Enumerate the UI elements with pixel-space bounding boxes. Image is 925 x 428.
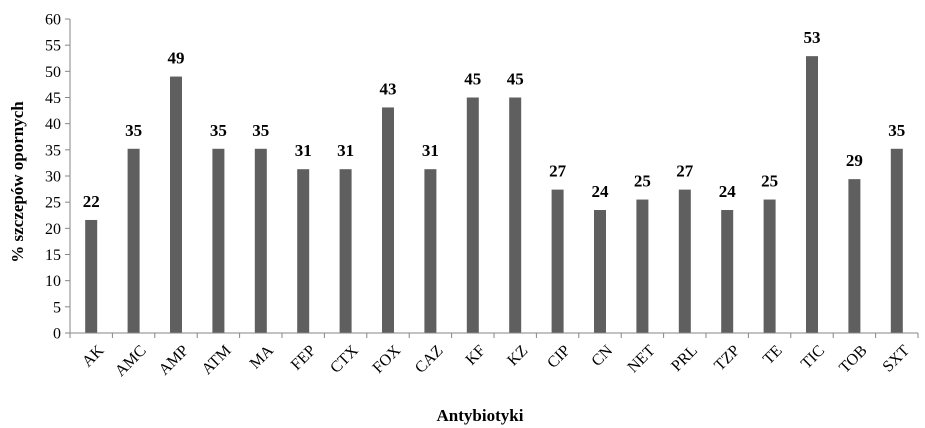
y-tick-label: 50 bbox=[45, 64, 61, 81]
x-tick-label-kf: KF bbox=[463, 342, 490, 369]
y-tick-label: 0 bbox=[53, 326, 61, 343]
y-tick-label: 60 bbox=[45, 12, 61, 29]
x-tick-label-kz: KZ bbox=[504, 342, 531, 369]
data-label-amp: 49 bbox=[168, 49, 185, 68]
data-label-fox: 43 bbox=[380, 79, 397, 98]
bar-ma bbox=[254, 148, 267, 333]
x-tick-label-atm: ATM bbox=[199, 342, 235, 378]
data-label-prl: 27 bbox=[676, 162, 694, 181]
bar-tic bbox=[806, 56, 818, 333]
bar-prl bbox=[678, 189, 691, 333]
x-tick-label-fox: FOX bbox=[370, 342, 405, 377]
data-label-caz: 31 bbox=[422, 141, 439, 160]
x-tick-label-ma: MA bbox=[247, 342, 278, 373]
data-label-ma: 35 bbox=[252, 121, 269, 140]
bar-net bbox=[636, 199, 649, 333]
x-axis: AK AMC AMP ATM MA FEP CTX FOX CAZ KF KZ CIP CN NET PRL… bbox=[69, 332, 919, 380]
y-axis-title: % szczepów opornych bbox=[8, 101, 27, 263]
data-label-atm: 35 bbox=[210, 121, 227, 140]
x-tick-label-tic: TIC bbox=[798, 342, 828, 372]
y-tick-label: 35 bbox=[45, 142, 61, 159]
x-tick-label-cip: CIP bbox=[544, 342, 574, 372]
data-label-fep: 31 bbox=[295, 141, 312, 160]
data-label-net: 25 bbox=[634, 172, 651, 191]
bar-fox bbox=[382, 107, 394, 334]
data-label-amc: 35 bbox=[125, 121, 142, 140]
y-tick-label: 30 bbox=[45, 169, 61, 186]
y-tick-label: 5 bbox=[53, 299, 61, 316]
bar-amc bbox=[127, 148, 140, 333]
bar-atm bbox=[212, 148, 225, 333]
x-tick-label-prl: PRL bbox=[668, 342, 701, 375]
x-tick-label-cn: CN bbox=[588, 342, 616, 370]
x-tick-label-ak: AK bbox=[79, 342, 108, 371]
bar-kf bbox=[466, 97, 479, 333]
bar-amp bbox=[170, 76, 182, 334]
data-label-tic: 53 bbox=[804, 28, 821, 47]
y-tick-label: 20 bbox=[45, 221, 61, 238]
data-label-tob: 29 bbox=[846, 151, 863, 170]
x-tick-label-tzp: TZP bbox=[711, 342, 743, 374]
x-tick-label-te: TE bbox=[760, 342, 786, 368]
bar-tob bbox=[848, 179, 861, 333]
bar-cip bbox=[551, 189, 564, 333]
bar-caz bbox=[424, 169, 437, 333]
y-tick-label: 10 bbox=[45, 273, 61, 290]
bar-tzp bbox=[721, 210, 734, 333]
bar-sxt bbox=[890, 148, 903, 333]
x-tick-label-tob: TOB bbox=[836, 342, 870, 376]
bar-cn bbox=[594, 210, 606, 333]
data-label-ctx: 31 bbox=[337, 141, 354, 160]
x-tick-label-sxt: SXT bbox=[880, 342, 914, 376]
data-label-ak: 22 bbox=[83, 192, 100, 211]
bar-kz bbox=[509, 97, 522, 333]
x-tick-label-caz: CAZ bbox=[412, 342, 447, 377]
y-axis: 0 5 10 15 20 25 30 35 40 45 50 55 60 bbox=[45, 12, 71, 343]
bar-ctx bbox=[339, 169, 352, 333]
y-tick-label: 55 bbox=[45, 38, 61, 55]
x-tick-label-net: NET bbox=[625, 342, 659, 376]
y-tick-label: 45 bbox=[45, 90, 61, 107]
x-axis-title: Antybiotyki bbox=[437, 406, 524, 425]
y-tick-label: 40 bbox=[45, 116, 61, 133]
data-labels: 22 35 49 35 35 31 31 43 31 45 45 27 24 25 27 24 25 53 29 35 bbox=[83, 28, 906, 211]
bar-ak bbox=[85, 219, 98, 333]
data-label-kz: 45 bbox=[507, 70, 524, 89]
data-label-kf: 45 bbox=[464, 70, 481, 89]
y-tick-label: 25 bbox=[45, 195, 61, 212]
data-label-cn: 24 bbox=[592, 182, 610, 201]
data-label-sxt: 35 bbox=[888, 121, 905, 140]
x-tick-label-fep: FEP bbox=[288, 342, 320, 374]
y-tick-label: 15 bbox=[45, 247, 61, 264]
data-label-cip: 27 bbox=[549, 162, 567, 181]
x-tick-label-amp: AMP bbox=[156, 342, 193, 379]
x-tick-label-ctx: CTX bbox=[327, 342, 362, 377]
bar-te bbox=[763, 199, 776, 333]
bar-fep bbox=[297, 169, 310, 333]
x-tick-label-amc: AMC bbox=[112, 342, 150, 380]
data-label-te: 25 bbox=[761, 172, 778, 191]
bars bbox=[85, 56, 903, 334]
data-label-tzp: 24 bbox=[719, 182, 737, 201]
